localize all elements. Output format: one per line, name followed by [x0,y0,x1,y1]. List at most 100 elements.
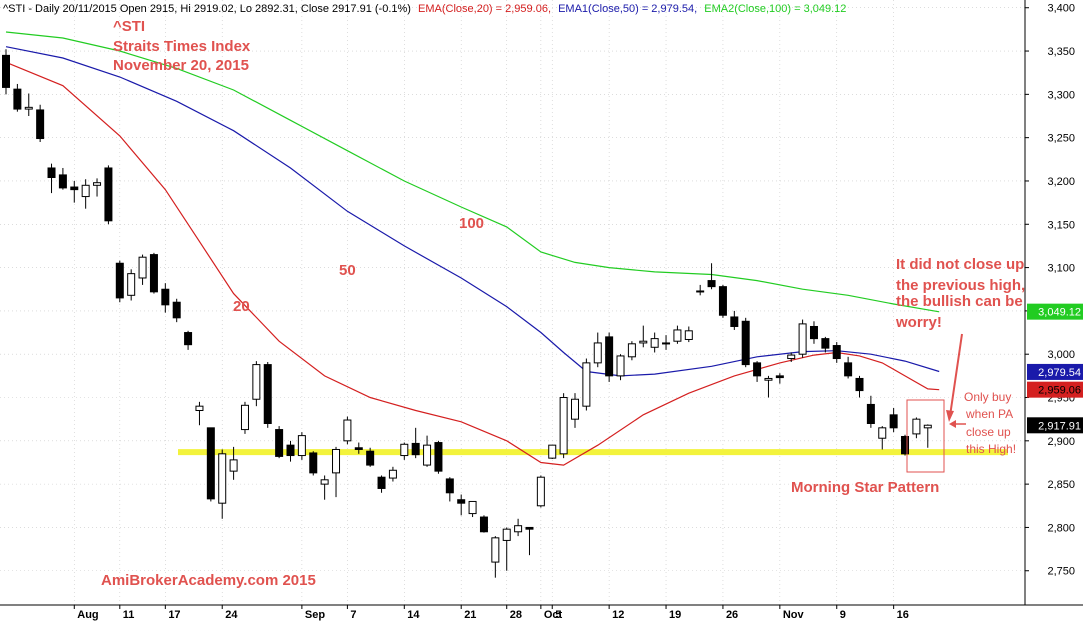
annotation-index-name: Straits Times Index [113,38,251,55]
bear-candle [718,286,727,316]
bear-candle [104,167,113,222]
bull-candle [240,404,249,431]
buy-note-4: this High! [966,442,1016,456]
bull-candle [923,424,932,429]
value-badge-label: 2,959.06 [1038,385,1081,397]
buy-note-1: Only buy [964,390,1011,404]
ema-series-1 [5,46,940,377]
value-badge-label: 2,979.54 [1038,367,1081,379]
x-tick-label: 16 [897,609,909,621]
bull-candle [548,444,557,459]
bear-candle [605,336,614,377]
bull-candle [764,377,773,381]
bull-candle [332,448,341,474]
bull-candle [650,338,659,348]
y-tick-label: 2,850 [1047,479,1075,491]
bear-candle [411,442,420,456]
note-line-1: It did not close up [896,256,1024,273]
bull-candle [912,418,921,435]
bear-candle [730,316,739,327]
bull-candle [616,355,625,377]
bear-candle [366,450,375,466]
bull-candle [582,362,591,407]
ema100-label: 100 [459,215,484,232]
morning-star-box [906,399,945,473]
bear-candle [445,478,454,494]
ema20-label: 20 [233,298,250,315]
bear-candle [866,403,875,424]
bear-candle [286,444,295,457]
value-badge-label: 2,917.91 [1038,420,1081,432]
x-tick-label: 12 [612,609,624,621]
annotation-ticker: ^STI [113,18,145,35]
bear-candle [161,288,170,306]
gridlines [0,0,1025,605]
bear-candle [457,499,466,504]
bull-candle [93,182,102,186]
buy-note-3: close up [966,425,1011,439]
bear-candle [58,174,67,189]
bull-candle [388,469,397,479]
value-badge [1027,363,1083,380]
x-tick-label: Oct [544,609,563,621]
annotation-date: November 20, 2015 [113,57,249,74]
header-quote: ^STI - Daily 20/11/2015 Open 2915, Hi 29… [3,3,411,15]
bull-candle [684,330,693,340]
bear-candle [70,186,79,191]
value-badge [1027,381,1083,398]
bear-candle [434,442,443,472]
bear-candle [377,476,386,489]
note-line-4: worry! [895,314,942,331]
header-ema50: EMA1(Close,50) = 2,979.54, [558,3,697,15]
bull-candle [218,453,227,504]
bull-candle [229,459,238,472]
bear-candle [832,345,841,360]
y-tick-label: 2,750 [1047,566,1075,578]
x-tick-label: 9 [840,609,846,621]
bull-candle [878,427,887,439]
value-badge [1027,417,1083,434]
bull-candle [297,435,306,457]
bull-candle [127,273,136,296]
bull-candle [320,479,329,485]
bear-candle [36,109,45,140]
bull-candle [400,443,409,457]
x-tick-label: 7 [350,609,356,621]
last-value-badges: 3,049.12 2,979.54 2,959.06 2,917.91 [1027,303,1083,434]
bull-candle [252,364,261,400]
bull-candle [24,106,33,110]
chart-header: ^STI - Daily 20/11/2015 Open 2915, Hi 29… [3,3,846,15]
ema-series-2 [5,31,940,313]
header-ema20: EMA(Close,20) = 2,959.06, [418,3,551,15]
bear-candle [844,362,853,377]
y-tick-label: 3,300 [1047,89,1075,101]
bear-candle [47,167,56,179]
bull-candle [639,340,648,344]
bear-candle [775,375,784,379]
y-tick-label: 3,400 [1047,3,1075,15]
x-tick-label: Nov [783,609,805,621]
bear-candle [13,88,22,110]
y-tick-label: 3,200 [1047,176,1075,188]
bear-candle [354,447,363,450]
bull-candle [593,342,602,364]
y-tick-label: 3,250 [1047,133,1075,145]
bull-candle [798,323,807,355]
bear-candle [741,320,750,366]
bull-candle [138,256,147,279]
bull-candle [502,528,511,541]
note-line-2: the previous high, [896,277,1025,294]
note-arrow [949,333,963,417]
note-arrow-head [946,410,954,422]
bear-candle [855,377,864,392]
y-tick-label: 3,150 [1047,219,1075,231]
x-tick-label: Aug [77,609,98,621]
value-badge-label: 3,049.12 [1038,307,1081,319]
x-tick-label: 5 [555,609,561,621]
bear-candle [753,362,762,377]
ema-lines [5,31,940,466]
bear-candle [821,338,830,349]
y-tick-label: 2,800 [1047,522,1075,534]
bear-candle [2,54,10,88]
bull-candle [673,329,682,342]
